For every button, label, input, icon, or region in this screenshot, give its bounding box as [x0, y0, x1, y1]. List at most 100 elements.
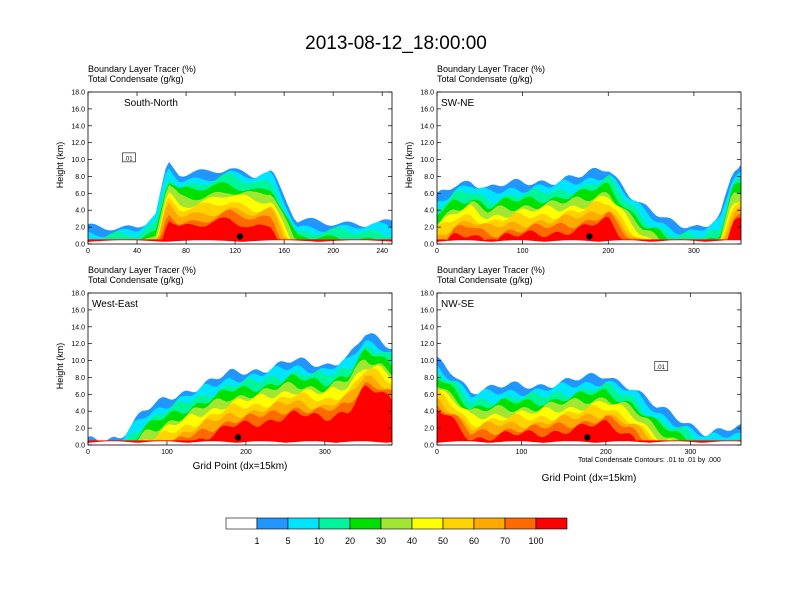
colorbar: 1 5 10 20 30 40 50 60 70 100: [225, 517, 568, 546]
colorbar-label: 30: [376, 536, 386, 546]
contour-label: .01: [124, 156, 133, 162]
y-tick-label: 6.0: [75, 191, 85, 198]
y-tick-label: 10.0: [420, 157, 434, 164]
x-tick-label: 40: [133, 248, 141, 255]
y-tick-label: 18.0: [420, 90, 434, 97]
figure-title: 2013-08-12_18:00:00: [305, 33, 487, 54]
y-tick-label: 14.0: [71, 324, 85, 331]
panel-nw-se: .01 0.0 2.0 4.0 6.0 8.0 10.0 12.0 14.0 16.0 18.0 0 1…: [420, 291, 742, 456]
tracer-field: .01: [88, 92, 392, 244]
y-tick-label: 16.0: [71, 307, 85, 314]
y-tick-label: 4.0: [75, 208, 85, 215]
colorbar-swatch: [473, 517, 506, 530]
contour-label: .01: [657, 365, 666, 371]
y-tick-label: 12.0: [71, 341, 85, 348]
panel-br-title-1: Boundary Layer Tracer (%): [437, 265, 546, 275]
panel-tl-title-2: Total Condensate (g/kg): [88, 74, 184, 84]
tracer-level-10: [437, 216, 741, 244]
x-tick-label: 240: [376, 248, 388, 255]
x-tick-label: 300: [319, 449, 331, 456]
panel-south-north: .01 0.0 2.0 4.0 6.0 8.0 10.0 12.0 14.0 16.0 18.0 0 4…: [71, 90, 393, 255]
terrain: [437, 240, 741, 244]
y-tick-label: 14.0: [420, 324, 434, 331]
plot-frame: [87, 91, 393, 245]
y-tick-label: 12.0: [71, 140, 85, 147]
y-tick-label: 16.0: [420, 106, 434, 113]
xlabel-bl: Grid Point (dx=15km): [192, 461, 288, 472]
colorbar-label: 70: [500, 536, 510, 546]
panel-br-header: Boundary Layer Tracer (%) Total Condensa…: [437, 265, 545, 285]
tracer-field: [88, 293, 392, 445]
location-marker: [236, 233, 244, 240]
y-tick-label: 18.0: [71, 291, 85, 298]
panel-tl-header: Boundary Layer Tracer (%) Total Condensa…: [88, 64, 196, 84]
x-tick-label: 0: [86, 449, 90, 456]
panel-west-east: 0.0 2.0 4.0 6.0 8.0 10.0 12.0 14.0 16.0 18.0 0 100 2…: [71, 291, 393, 456]
colorbar-swatch: [256, 517, 289, 530]
colorbar-swatch: [442, 517, 475, 530]
y-tick-label: 12.0: [420, 140, 434, 147]
colorbar-label: 5: [285, 536, 290, 546]
panel-bl-title-1: Boundary Layer Tracer (%): [88, 265, 197, 275]
x-tick-label: 300: [688, 248, 700, 255]
x-tick-label: 120: [229, 248, 241, 255]
y-tick-label: 0.0: [75, 443, 85, 450]
colorbar-swatch: [287, 517, 320, 530]
y-tick-label: 2.0: [75, 225, 85, 232]
location-marker: [584, 434, 591, 441]
x-tick-label: 200: [602, 248, 614, 255]
y-tick-label: 10.0: [420, 358, 434, 365]
y-tick-label: 10.0: [71, 157, 85, 164]
contour-label-box: [122, 152, 136, 163]
y-tick-label: 6.0: [75, 392, 85, 399]
panel-tl-title-1: Boundary Layer Tracer (%): [88, 64, 197, 74]
colorbar-swatch: [318, 517, 351, 530]
y-tick-label: 12.0: [420, 341, 434, 348]
x-tick-label: 160: [278, 248, 290, 255]
panel-tr-title-2: Total Condensate (g/kg): [437, 74, 533, 84]
y-tick-label: 16.0: [420, 307, 434, 314]
location-marker: [234, 434, 242, 441]
y-tick-label: 10.0: [71, 358, 85, 365]
colorbar-label: 50: [438, 536, 448, 546]
terrain: [88, 240, 392, 244]
colorbar-label: 10: [314, 536, 324, 546]
contour-label-box: [654, 361, 669, 371]
y-tick-label: 0.0: [424, 443, 434, 450]
colorbar-label: 20: [345, 536, 355, 546]
y-tick-label: 8.0: [75, 375, 85, 382]
x-tick-label: 100: [517, 248, 529, 255]
y-tick-label: 8.0: [424, 174, 434, 181]
plot-frame: [436, 292, 742, 446]
xlabel-br: Grid Point (dx=15km): [541, 473, 637, 484]
y-tick-label: 8.0: [424, 375, 434, 382]
tracer-level-10: [88, 385, 392, 445]
colorbar-label: 1: [254, 536, 259, 546]
colorbar-swatch: [411, 517, 444, 530]
y-tick-label: 8.0: [75, 174, 85, 181]
y-tick-label: 18.0: [420, 291, 434, 298]
plot-frame: [87, 292, 393, 446]
colorbar-label: 40: [407, 536, 417, 546]
x-tick-label: 0: [86, 248, 90, 255]
panel-tr-title-1: Boundary Layer Tracer (%): [437, 64, 546, 74]
y-tick-label: 2.0: [424, 426, 434, 433]
y-tick-label: 16.0: [71, 106, 85, 113]
colorbar-label: 60: [469, 536, 479, 546]
x-tick-label: 80: [182, 248, 190, 255]
colorbar-label: 100: [528, 536, 543, 546]
y-tick-label: 0.0: [75, 242, 85, 249]
x-tick-label: 300: [684, 449, 696, 456]
y-tick-label: 4.0: [75, 409, 85, 416]
contour-note: Total Condensate Contours: .01 to .01 by…: [578, 457, 721, 464]
colorbar-swatch: [380, 517, 413, 530]
y-tick-label: 14.0: [71, 123, 85, 130]
panel-annotation: NW-SE: [441, 299, 474, 310]
terrain: [437, 441, 741, 445]
y-tick-label: 0.0: [424, 242, 434, 249]
y-tick-label: 4.0: [424, 208, 434, 215]
y-tick-label: 6.0: [424, 191, 434, 198]
terrain: [88, 441, 392, 445]
plot-frame: [436, 91, 742, 245]
tracer-level-10: [437, 409, 741, 445]
